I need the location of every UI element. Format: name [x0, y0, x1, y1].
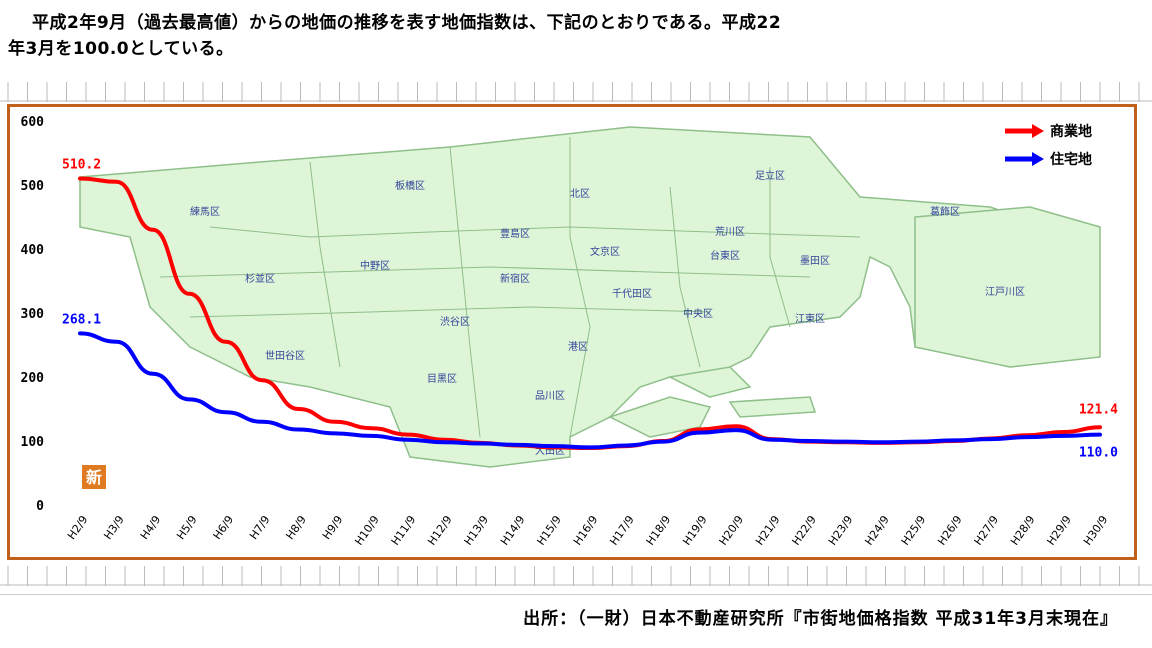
- ward-label: 新宿区: [500, 272, 530, 285]
- y-tick-label: 0: [36, 499, 44, 514]
- map-border-5: [569, 137, 591, 438]
- x-tick-label: H30/9: [1081, 513, 1111, 547]
- x-tick-label: H5/9: [174, 513, 200, 542]
- intro-line-2: 年3月を100.0としている。: [8, 39, 234, 59]
- x-tick-label: H14/9: [498, 513, 528, 547]
- map-region-2: [608, 396, 712, 438]
- badge-label: 新: [86, 468, 102, 487]
- land-price-chart: 練馬区 板橋区 北区 足立区 葛飾区 荒川区 豊島区 文京区 台東区 墨田区 江戸川区 中野区 杉並区新…: [7, 104, 1137, 560]
- ward-label: 葛飾区: [930, 205, 960, 218]
- ward-label: 足立区: [755, 169, 785, 182]
- x-tick-label: H20/9: [717, 513, 747, 547]
- new-badge: 新: [82, 465, 106, 489]
- legend-arrow-head: [1032, 152, 1044, 166]
- x-tick-label: H29/9: [1044, 513, 1074, 547]
- x-tick-label: H2/9: [65, 513, 91, 542]
- map-region-1: [914, 206, 1101, 368]
- legend-label: 住宅地: [1050, 151, 1092, 168]
- map-region-3: [667, 366, 752, 398]
- ward-label: 千代田区: [612, 288, 652, 300]
- ward-label: 中央区: [683, 307, 713, 320]
- series-lines: [78, 176, 1102, 451]
- map-border-6: [669, 186, 701, 368]
- source-note: 出所：（一財）日本不動産研究所『市街地価格指数 平成31年3月末現在』: [523, 609, 1118, 629]
- x-tick-label: H8/9: [283, 513, 309, 542]
- legend-arrow-head: [1032, 124, 1044, 138]
- ward-label: 港区: [568, 341, 588, 353]
- separator: [0, 594, 1152, 595]
- map-border-2: [189, 306, 711, 318]
- ward-label: 世田谷区: [265, 350, 305, 362]
- x-tick-label: H26/9: [935, 513, 965, 547]
- ward-label: 江戸川区: [985, 286, 1025, 298]
- map-border-3: [309, 161, 341, 368]
- ward-label: 品川区: [535, 390, 565, 402]
- ward-label: 江東区: [795, 312, 825, 325]
- map-border-4: [449, 146, 481, 438]
- intro-line-1: 平成2年9月（過去最高値）からの地価の推移を表す地価指数は、下記のとおりである。…: [32, 13, 782, 33]
- x-tick-label: H22/9: [789, 513, 819, 547]
- x-tick-label: H23/9: [826, 513, 856, 547]
- map-region-0: [79, 126, 1081, 468]
- end-value-label: 110.0: [1079, 446, 1118, 461]
- x-tick-label: H4/9: [138, 513, 164, 542]
- ward-label: 杉並区: [245, 272, 275, 285]
- x-tick-label: H17/9: [607, 513, 637, 547]
- ward-label: 中野区: [360, 259, 390, 272]
- ward-label: 練馬区: [190, 205, 220, 218]
- x-tick-label: H28/9: [1008, 513, 1038, 547]
- badge-box: [82, 465, 106, 489]
- y-tick-label: 500: [21, 179, 45, 194]
- map-border-7: [769, 167, 791, 328]
- x-tick-label: H9/9: [320, 513, 346, 542]
- start-value-label: 268.1: [62, 312, 101, 327]
- x-tick-label: H16/9: [571, 513, 601, 547]
- y-tick-label: 300: [21, 307, 45, 322]
- x-tick-label: H15/9: [534, 513, 564, 547]
- y-tick-label: 200: [21, 371, 45, 386]
- x-tick-label: H11/9: [389, 513, 419, 547]
- ward-label: 目黒区: [427, 373, 457, 385]
- x-tick-label: H27/9: [972, 513, 1002, 547]
- x-tick-label: H3/9: [101, 513, 127, 542]
- x-tick-label: H18/9: [644, 513, 674, 547]
- x-tick-label: H6/9: [211, 513, 237, 542]
- x-tick-label: H25/9: [899, 513, 929, 547]
- ward-label: 豊島区: [500, 227, 530, 240]
- ward-label: 台東区: [710, 249, 740, 262]
- ward-label: 渋谷区: [440, 315, 470, 328]
- ward-label: 北区: [570, 188, 590, 200]
- y-tick-label: 100: [21, 435, 45, 450]
- x-tick-label: H12/9: [425, 513, 455, 547]
- x-tick-label: H21/9: [753, 513, 783, 547]
- end-value-label: 121.4: [1079, 402, 1118, 417]
- ward-label: 文京区: [590, 245, 620, 258]
- y-tick-label: 400: [21, 243, 45, 258]
- legend-label: 商業地: [1050, 123, 1092, 140]
- x-tick-label: H7/9: [247, 513, 273, 542]
- map-region-4: [728, 396, 817, 418]
- data-labels: 510.2 121.4 268.1 110.0: [62, 157, 1118, 460]
- map-border-1: [159, 266, 811, 278]
- chart-canvas: 練馬区板橋区北区足立区葛飾区荒川区豊島区文京区 台東区 墨田区江戸川区中野区杉並区新…: [21, 115, 1119, 548]
- x-tick-label: H19/9: [680, 513, 710, 547]
- ward-label: 板橋区: [395, 179, 425, 192]
- map-border-0: [209, 226, 861, 238]
- x-tick-label: H24/9: [862, 513, 892, 547]
- series-line-residential: [78, 331, 1102, 450]
- ward-label: 墨田区: [800, 255, 830, 267]
- grid-strip-bottom: [0, 566, 1152, 586]
- intro-text: 平成2年9月（過去最高値）からの地価の推移を表す地価指数は、下記のとおりである。…: [8, 10, 1148, 62]
- x-tick-label: H13/9: [462, 513, 492, 547]
- ward-label: 荒川区: [715, 226, 745, 238]
- x-tick-label: H10/9: [352, 513, 382, 547]
- start-value-label: 510.2: [62, 157, 101, 172]
- grid-strip-top: [0, 82, 1152, 102]
- y-tick-label: 600: [21, 115, 45, 130]
